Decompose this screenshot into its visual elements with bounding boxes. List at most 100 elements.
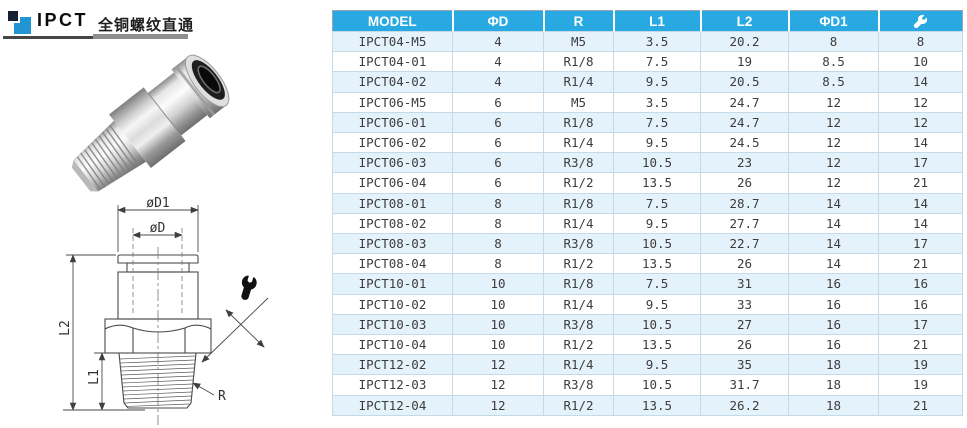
table-row: IPCT08-01 8 R1/8 7.5 28.7 14 14 [332,192,963,214]
table-row: IPCT08-02 8 R1/4 9.5 27.7 14 14 [332,212,963,235]
cell-l2: 31.7 [700,374,789,396]
col-header-l1: L1 [613,10,702,32]
cell-r: R3/8 [543,313,614,336]
cell-wrench-size: 17 [878,152,963,174]
table-row: IPCT10-04 10 R1/2 13.5 26 16 21 [332,334,963,356]
table-row: IPCT12-04 12 R1/2 13.5 26.2 18 21 [332,394,963,416]
product-photo [71,54,230,192]
cell-l2: 24.5 [700,132,789,154]
cell-l1: 10.5 [613,152,701,174]
cell-d: 12 [452,354,544,376]
cell-wrench-size: 17 [878,233,963,255]
cell-l1: 13.5 [613,253,701,275]
cell-r: M5 [543,30,614,53]
cell-l2: 26.2 [700,394,789,416]
cell-l2: 27 [700,313,789,336]
cell-model: IPCT12-02 [332,354,453,376]
cell-r: M5 [543,91,614,113]
cell-r: R1/8 [543,111,614,134]
cell-model: IPCT04-M5 [332,30,453,53]
cell-l2: 24.7 [700,91,789,113]
dim-label-r: R [218,389,226,404]
cell-d: 10 [452,273,544,295]
cell-l2: 26 [700,172,789,194]
cell-wrench-size: 14 [878,192,963,214]
cell-d1: 16 [788,293,879,315]
cell-d: 6 [452,111,544,134]
cell-l1: 9.5 [613,212,701,235]
cell-d: 12 [452,394,544,416]
cell-r: R1/4 [543,132,614,154]
cell-r: R1/2 [543,172,614,194]
cell-wrench-size: 14 [878,132,963,154]
cell-model: IPCT08-04 [332,253,453,275]
cell-l1: 13.5 [613,172,701,194]
cell-wrench-size: 12 [878,91,963,113]
cell-l2: 33 [700,293,789,315]
cell-d: 6 [452,152,544,174]
cell-model: IPCT08-01 [332,192,453,214]
cell-l1: 7.5 [613,273,701,295]
cell-r: R1/4 [543,71,614,93]
spec-table-container: MODEL ΦD R L1 L2 ΦD1 IPCT [332,10,963,416]
dim-label-l1: L1 [87,369,102,385]
cell-l2: 23 [700,152,789,174]
cell-l2: 22.7 [700,233,789,255]
cell-model: IPCT06-02 [332,132,453,154]
cell-l1: 9.5 [613,354,701,376]
cell-l1: 9.5 [613,132,701,154]
cell-d1: 18 [788,394,879,416]
cell-model: IPCT10-04 [332,334,453,356]
cell-r: R1/8 [543,192,614,214]
cell-wrench-size: 8 [878,30,963,53]
cell-model: IPCT10-03 [332,313,453,336]
cell-r: R3/8 [543,374,614,396]
cell-r: R1/2 [543,394,614,416]
cell-l1: 9.5 [613,293,701,315]
cell-wrench-size: 14 [878,212,963,235]
cell-l1: 7.5 [613,111,701,134]
cell-l1: 13.5 [613,334,701,356]
cell-l2: 26 [700,334,789,356]
cell-d: 4 [452,71,544,93]
table-row: IPCT04-02 4 R1/4 9.5 20.5 8.5 14 [332,71,963,93]
cell-l2: 28.7 [700,192,789,214]
cell-l1: 9.5 [613,71,701,93]
cell-l2: 24.7 [700,111,789,134]
cell-wrench-size: 19 [878,374,963,396]
cell-model: IPCT06-M5 [332,91,453,113]
cell-wrench-size: 12 [878,111,963,134]
cell-l1: 10.5 [613,374,701,396]
table-row: IPCT08-03 8 R3/8 10.5 22.7 14 17 [332,233,963,255]
cell-r: R1/8 [543,51,614,73]
cell-wrench-size: 19 [878,354,963,376]
cell-wrench-size: 21 [878,334,963,356]
cell-wrench-size: 16 [878,273,963,295]
cell-wrench-size: 21 [878,172,963,194]
cell-l1: 7.5 [613,192,701,214]
cell-l2: 35 [700,354,789,376]
dim-label-d1: øD1 [146,196,169,211]
col-header-d1: ΦD1 [788,10,880,32]
thread-hatching [119,355,196,407]
table-row: IPCT06-03 6 R3/8 10.5 23 12 17 [332,152,963,174]
cell-model: IPCT06-03 [332,152,453,174]
cell-wrench-size: 17 [878,313,963,336]
cell-d1: 16 [788,273,879,295]
table-row: IPCT06-01 6 R1/8 7.5 24.7 12 12 [332,111,963,134]
cell-d1: 18 [788,354,879,376]
cell-l1: 10.5 [613,233,701,255]
col-header-model: MODEL [332,10,454,32]
cell-d: 8 [452,233,544,255]
col-header-r: R [543,10,615,32]
spec-table: MODEL ΦD R L1 L2 ΦD1 IPCT [332,10,963,416]
cell-d1: 12 [788,172,879,194]
cell-l1: 10.5 [613,313,701,336]
header-row: MODEL ΦD R L1 L2 ΦD1 [332,10,963,32]
cell-r: R1/2 [543,334,614,356]
table-row: IPCT08-04 8 R1/2 13.5 26 14 21 [332,253,963,275]
wrench-icon [914,14,928,29]
table-row: IPCT06-02 6 R1/4 9.5 24.5 12 14 [332,132,963,154]
cell-d1: 18 [788,374,879,396]
cell-l2: 26 [700,253,789,275]
